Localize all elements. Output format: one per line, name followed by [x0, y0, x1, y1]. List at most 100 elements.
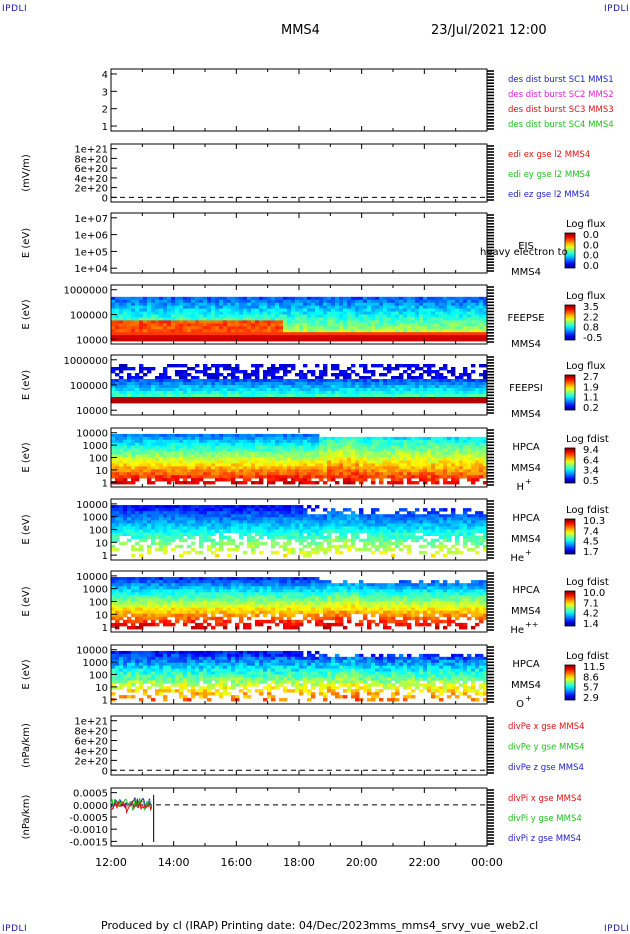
- spectrogram-cell: [323, 385, 328, 389]
- spectrogram-cell: [283, 439, 288, 444]
- spectrogram-cell: [323, 314, 328, 318]
- spectrogram-cell: [155, 508, 160, 512]
- spectrogram-cell: [215, 529, 220, 533]
- spectrogram-cell: [359, 382, 364, 386]
- spectrogram-cell: [359, 329, 364, 333]
- spectrogram-cell: [423, 463, 428, 467]
- spectrogram-cell: [139, 397, 144, 401]
- spectrogram-cell: [307, 469, 312, 473]
- spectrogram-cell: [123, 436, 128, 441]
- spectrogram-cell: [387, 436, 392, 441]
- spectrogram-cell: [275, 520, 280, 524]
- spectrogram-cell: [195, 364, 200, 368]
- spectrogram-cell: [203, 508, 208, 512]
- spectrogram-cell: [387, 332, 392, 336]
- spectrogram-cell: [111, 511, 116, 515]
- spectrogram-cell: [219, 478, 224, 482]
- spectrogram-cell: [199, 538, 204, 543]
- spectrogram-cell: [207, 445, 212, 450]
- spectrogram-cell: [171, 547, 176, 552]
- spectrogram-cell: [395, 469, 400, 473]
- spectrogram-cell: [467, 329, 472, 333]
- spectrogram-cell: [203, 373, 208, 377]
- spectrogram-cell: [199, 302, 204, 307]
- spectrogram-cell: [339, 457, 344, 461]
- spectrogram-cell: [147, 400, 152, 404]
- spectrogram-cell: [131, 469, 136, 473]
- spectrogram-cell: [259, 382, 264, 386]
- spectrogram-cell: [443, 302, 448, 307]
- spectrogram-cell: [331, 379, 336, 383]
- spectrogram-cell: [339, 469, 344, 473]
- spectrogram-cell: [251, 400, 256, 404]
- spectrogram-cell: [483, 481, 488, 485]
- spectrogram-cell: [259, 508, 264, 512]
- spectrogram-cell: [311, 535, 316, 540]
- spectrogram-cell: [471, 335, 476, 339]
- spectrogram-cell: [247, 302, 252, 307]
- spectrogram-cell: [123, 442, 128, 447]
- spectrogram-cell: [263, 388, 268, 392]
- spectrogram-cell: [171, 457, 176, 461]
- spacecraft-label: MMS4: [511, 267, 541, 278]
- spectrogram-cell: [279, 320, 284, 324]
- spectrogram-cell: [431, 305, 436, 310]
- spectrogram-cell: [131, 466, 136, 470]
- spectrogram-cell: [483, 296, 488, 301]
- spectrogram-cell: [311, 508, 316, 512]
- spectrogram-cell: [319, 370, 324, 374]
- spectrogram-cell: [399, 329, 404, 333]
- spectrogram-cell: [131, 439, 136, 444]
- spectrogram-cell: [263, 317, 268, 321]
- spectrogram-cell: [451, 439, 456, 444]
- spectrogram-cell: [123, 454, 128, 458]
- spectrogram-cell: [471, 382, 476, 386]
- spectrogram-cell: [271, 338, 276, 342]
- spectrogram-cell: [139, 535, 144, 540]
- spectrogram-cell: [131, 314, 136, 318]
- spectrogram-cell: [135, 541, 140, 546]
- spectrogram-cell: [239, 463, 244, 467]
- spectrogram-cell: [483, 457, 488, 461]
- spectrogram-cell: [319, 338, 324, 342]
- spectrogram-cell: [299, 439, 304, 444]
- spectrogram-cell: [475, 296, 480, 301]
- spectrogram-cell: [375, 308, 380, 312]
- spectrogram-cell: [127, 388, 132, 392]
- spectrogram-cell: [279, 296, 284, 301]
- spectrogram-cell: [251, 305, 256, 310]
- spectrogram-cell: [211, 335, 216, 339]
- spectrogram-cell: [411, 436, 416, 441]
- spectrogram-cell: [335, 323, 340, 327]
- spectrogram-cell: [251, 448, 256, 453]
- spectrogram-cell: [403, 296, 408, 301]
- spectrogram-cell: [223, 472, 228, 476]
- spectrogram-cell: [111, 439, 116, 444]
- spectrogram-cell: [211, 332, 216, 336]
- spectrogram-cell: [207, 469, 212, 473]
- spectrogram-cell: [371, 457, 376, 461]
- spectrogram-cell: [375, 299, 380, 304]
- spectrogram-cell: [391, 400, 396, 404]
- spectrogram-cell: [227, 445, 232, 450]
- spectrogram-cell: [123, 526, 128, 530]
- spectrogram-cell: [275, 439, 280, 444]
- spectrogram-cell: [343, 370, 348, 374]
- spectrogram-cell: [295, 439, 300, 444]
- spectrogram-cell: [263, 439, 268, 444]
- spectrogram-cell: [347, 391, 352, 395]
- spectrogram-cell: [327, 397, 332, 401]
- spectrogram-cell: [439, 338, 444, 342]
- spectrogram-cell: [427, 382, 432, 386]
- spectrogram-cell: [271, 320, 276, 324]
- spectrogram-cell: [435, 445, 440, 450]
- spectrogram-cell: [151, 394, 156, 398]
- spectrogram-cell: [431, 472, 436, 476]
- spectrogram-cell: [367, 448, 372, 453]
- spectrogram-cell: [147, 335, 152, 339]
- spectrogram-cell: [439, 323, 444, 327]
- spectrogram-cell: [111, 302, 116, 307]
- spectrogram-cell: [315, 532, 320, 537]
- spectrogram-cell: [255, 532, 260, 537]
- spectrogram-cell: [219, 308, 224, 312]
